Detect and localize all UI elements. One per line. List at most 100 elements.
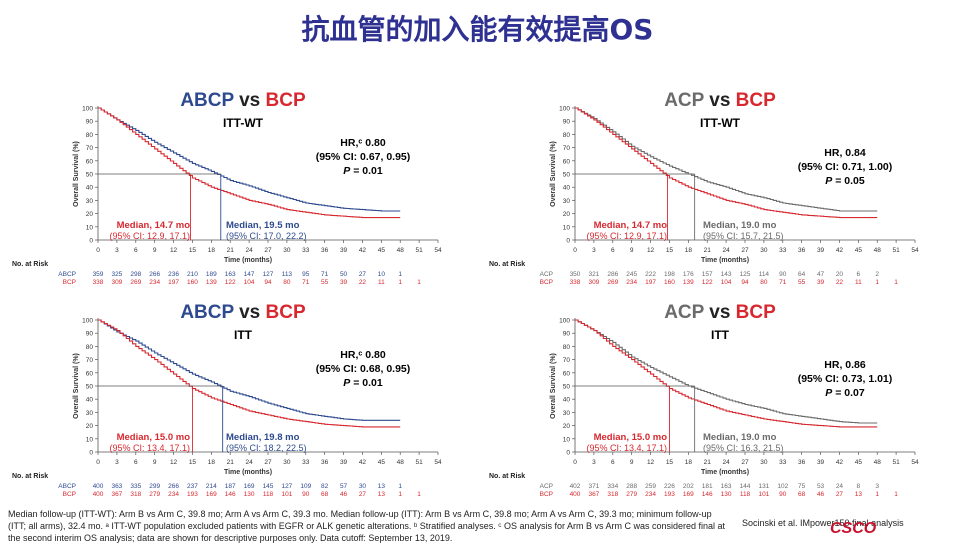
- risk-row-label: ACP: [540, 271, 553, 278]
- hr-value: HR,ᶜ 0.80: [340, 349, 386, 361]
- x-tick-label: 36: [798, 247, 806, 254]
- arm-b-name: BCP: [265, 302, 306, 323]
- x-tick-label: 33: [302, 459, 310, 466]
- survival-curve-abcp: [98, 107, 401, 212]
- panel-subtitle: ITT-WT: [700, 116, 740, 130]
- risk-value: 334: [607, 483, 618, 490]
- risk-header: No. at Risk: [12, 261, 48, 268]
- page-title: 抗血管的加入能有效提高OS: [301, 13, 654, 46]
- risk-value: 13: [378, 491, 386, 498]
- x-tick-label: 0: [96, 247, 100, 254]
- risk-value: 46: [340, 491, 348, 498]
- risk-value: 299: [149, 483, 160, 490]
- panel-title: ACP vs BCP: [590, 90, 850, 112]
- x-tick-label: 36: [321, 459, 329, 466]
- risk-value: 122: [702, 279, 713, 286]
- risk-value: 101: [758, 491, 769, 498]
- x-tick-label: 54: [434, 247, 442, 254]
- y-tick-label: 10: [86, 224, 94, 231]
- risk-value: 371: [588, 483, 599, 490]
- x-tick-label: 12: [170, 459, 178, 466]
- x-tick-label: 51: [892, 247, 900, 254]
- hazard-ratio-box: HR, 0.84 (95% CI: 0.71, 1.00) P = 0.05: [760, 146, 930, 188]
- risk-value: 55: [321, 279, 329, 286]
- y-tick-label: 90: [86, 331, 94, 338]
- hr-p: P = 0.01: [278, 376, 448, 390]
- panel-title: ABCP vs BCP: [113, 302, 373, 324]
- risk-value: 298: [130, 271, 141, 278]
- risk-value: 95: [302, 271, 310, 278]
- y-tick-label: 70: [86, 357, 94, 364]
- risk-value: 53: [817, 483, 825, 490]
- risk-value: 286: [607, 271, 618, 278]
- risk-value: 75: [798, 483, 806, 490]
- risk-value: 57: [340, 483, 348, 490]
- y-tick-label: 0: [89, 238, 93, 245]
- footnote: Median follow-up (ITT-WT): Arm B vs Arm …: [8, 509, 726, 543]
- y-axis-label: Overall Survival (%): [73, 141, 80, 207]
- risk-value: 402: [570, 483, 581, 490]
- risk-value: 68: [321, 491, 329, 498]
- risk-value: 367: [111, 491, 122, 498]
- survival-curve-acp: [575, 319, 878, 424]
- risk-value: 266: [168, 483, 179, 490]
- x-tick-label: 18: [208, 247, 216, 254]
- median-a-label: Median, 19.5 mo: [226, 220, 300, 231]
- hazard-ratio-box: HR,ᶜ 0.80 (95% CI: 0.68, 0.95) P = 0.01: [278, 348, 448, 390]
- risk-value: 113: [282, 271, 293, 278]
- x-tick-label: 51: [415, 459, 423, 466]
- p-label: P: [825, 387, 833, 399]
- risk-value: 181: [702, 483, 713, 490]
- y-tick-label: 70: [86, 145, 94, 152]
- risk-value: 104: [244, 279, 255, 286]
- y-tick-label: 10: [563, 436, 571, 443]
- median-arm-a: Median, 19.0 mo (95% CI: 15.7, 21.5): [703, 220, 784, 242]
- y-axis-label: Overall Survival (%): [73, 353, 80, 419]
- median-arm-a: Median, 19.0 mo (95% CI: 16.3, 21.5): [703, 432, 784, 454]
- risk-value: 90: [779, 271, 787, 278]
- y-axis-label: Overall Survival (%): [550, 353, 557, 419]
- median-arm-b: Median, 15.0 mo (95% CI: 13.4, 17.1): [106, 432, 190, 454]
- risk-value: 193: [187, 491, 198, 498]
- y-tick-label: 70: [563, 145, 571, 152]
- y-tick-label: 0: [566, 450, 570, 457]
- risk-value: 245: [626, 271, 637, 278]
- x-tick-label: 39: [817, 459, 825, 466]
- y-tick-label: 20: [86, 423, 94, 430]
- vs-text: vs: [239, 302, 261, 323]
- risk-value: 145: [263, 483, 274, 490]
- y-tick-label: 10: [86, 436, 94, 443]
- y-tick-label: 40: [86, 185, 94, 192]
- risk-value: 1: [398, 491, 402, 498]
- x-tick-label: 24: [245, 247, 253, 254]
- hr-p: P = 0.01: [278, 164, 448, 178]
- x-tick-label: 0: [573, 459, 577, 466]
- risk-value: 139: [683, 279, 694, 286]
- risk-value: 20: [836, 271, 844, 278]
- risk-value: 109: [300, 483, 311, 490]
- x-axis-label: Time (months): [224, 257, 272, 264]
- y-tick-label: 100: [82, 318, 93, 325]
- risk-value: 259: [645, 483, 656, 490]
- csco-logo: CSCO: [830, 520, 877, 537]
- risk-value: 27: [359, 271, 367, 278]
- arm-b-name: BCP: [265, 90, 306, 111]
- risk-value: 127: [263, 271, 274, 278]
- risk-value: 269: [130, 279, 141, 286]
- x-tick-label: 12: [170, 247, 178, 254]
- x-tick-label: 3: [592, 247, 596, 254]
- risk-row-label: BCP: [63, 491, 76, 498]
- x-tick-label: 15: [666, 247, 674, 254]
- km-panel-acp-itt: 0 10 20 30 40 50 60 70 80 90 100 0 3 6 9 12 15 18 21 24 27 30…: [485, 300, 955, 530]
- p-label: P: [343, 377, 351, 389]
- x-tick-label: 9: [153, 247, 157, 254]
- arm-b-name: BCP: [735, 302, 776, 323]
- x-tick-label: 21: [227, 247, 235, 254]
- panel-title: ACP vs BCP: [590, 302, 850, 324]
- risk-value: 101: [281, 491, 292, 498]
- x-tick-label: 15: [666, 459, 674, 466]
- y-tick-label: 50: [563, 172, 571, 179]
